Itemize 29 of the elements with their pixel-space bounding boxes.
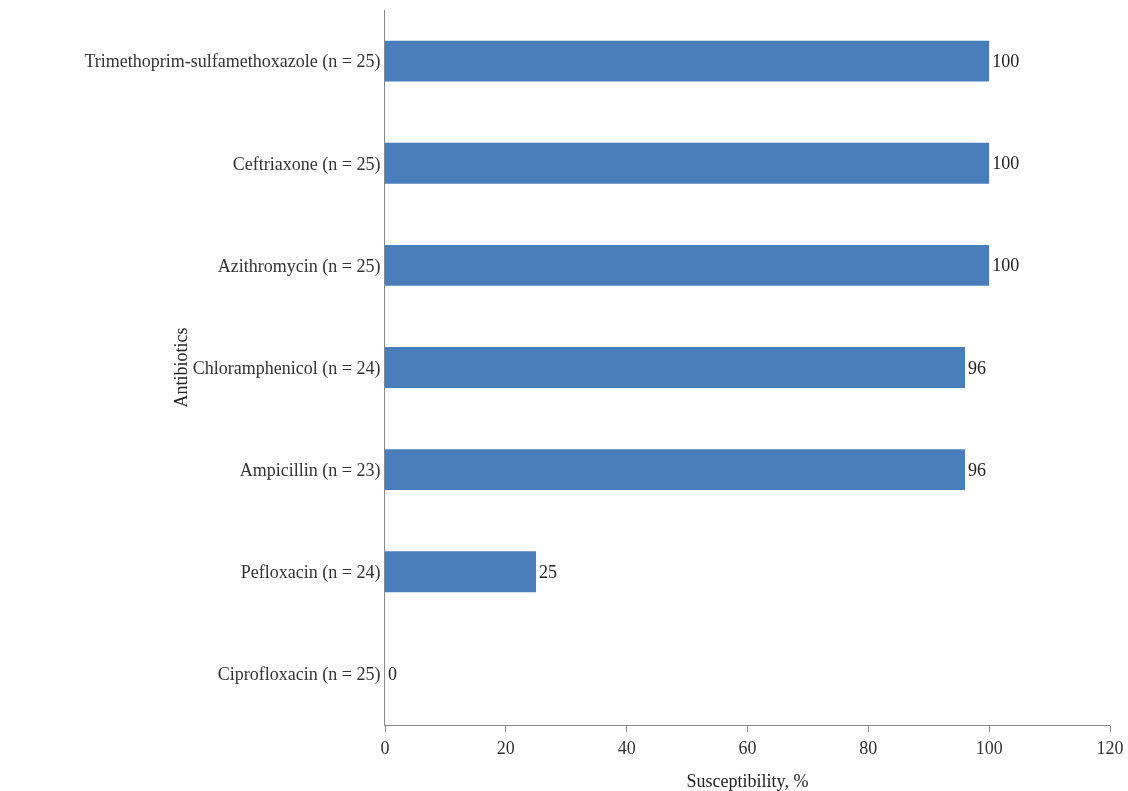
x-tick-label: 60	[738, 737, 757, 758]
y-tick-label: Chloramphenicol (n = 24)	[192, 357, 381, 379]
data-label: 100	[992, 51, 1020, 72]
y-tick-label: Azithromycin (n = 25)	[217, 255, 381, 277]
x-tick-label: 120	[1096, 737, 1124, 758]
y-tick-label: Ampicillin (n = 23)	[239, 459, 381, 481]
y-tick-label: Trimethoprim-sulfamethoxazole (n = 25)	[84, 51, 381, 73]
bar	[385, 551, 537, 593]
y-tick-label: Ceftriaxone (n = 25)	[232, 153, 381, 175]
data-label: 25	[539, 561, 558, 582]
x-tick-label: 0	[380, 737, 390, 758]
y-tick-label: Pefloxacin (n = 24)	[240, 562, 381, 584]
bar	[385, 449, 965, 491]
data-label: 100	[992, 255, 1020, 276]
x-tick-label: 40	[617, 737, 636, 758]
data-label: 0	[388, 663, 397, 684]
bar	[385, 40, 990, 82]
bar	[385, 142, 990, 184]
data-label: 96	[968, 459, 986, 480]
x-tick-label: 20	[496, 737, 515, 758]
x-tick-label: 80	[859, 737, 878, 758]
x-axis-title: Susceptibility, %	[686, 771, 809, 791]
bar	[385, 347, 965, 388]
bar	[385, 244, 990, 286]
data-label: 96	[968, 357, 986, 378]
y-axis-title: Antibiotics	[170, 327, 191, 408]
y-tick-label: Ciprofloxacin (n = 25)	[217, 664, 381, 686]
x-tick-label: 100	[975, 737, 1003, 758]
data-label: 100	[992, 153, 1020, 174]
